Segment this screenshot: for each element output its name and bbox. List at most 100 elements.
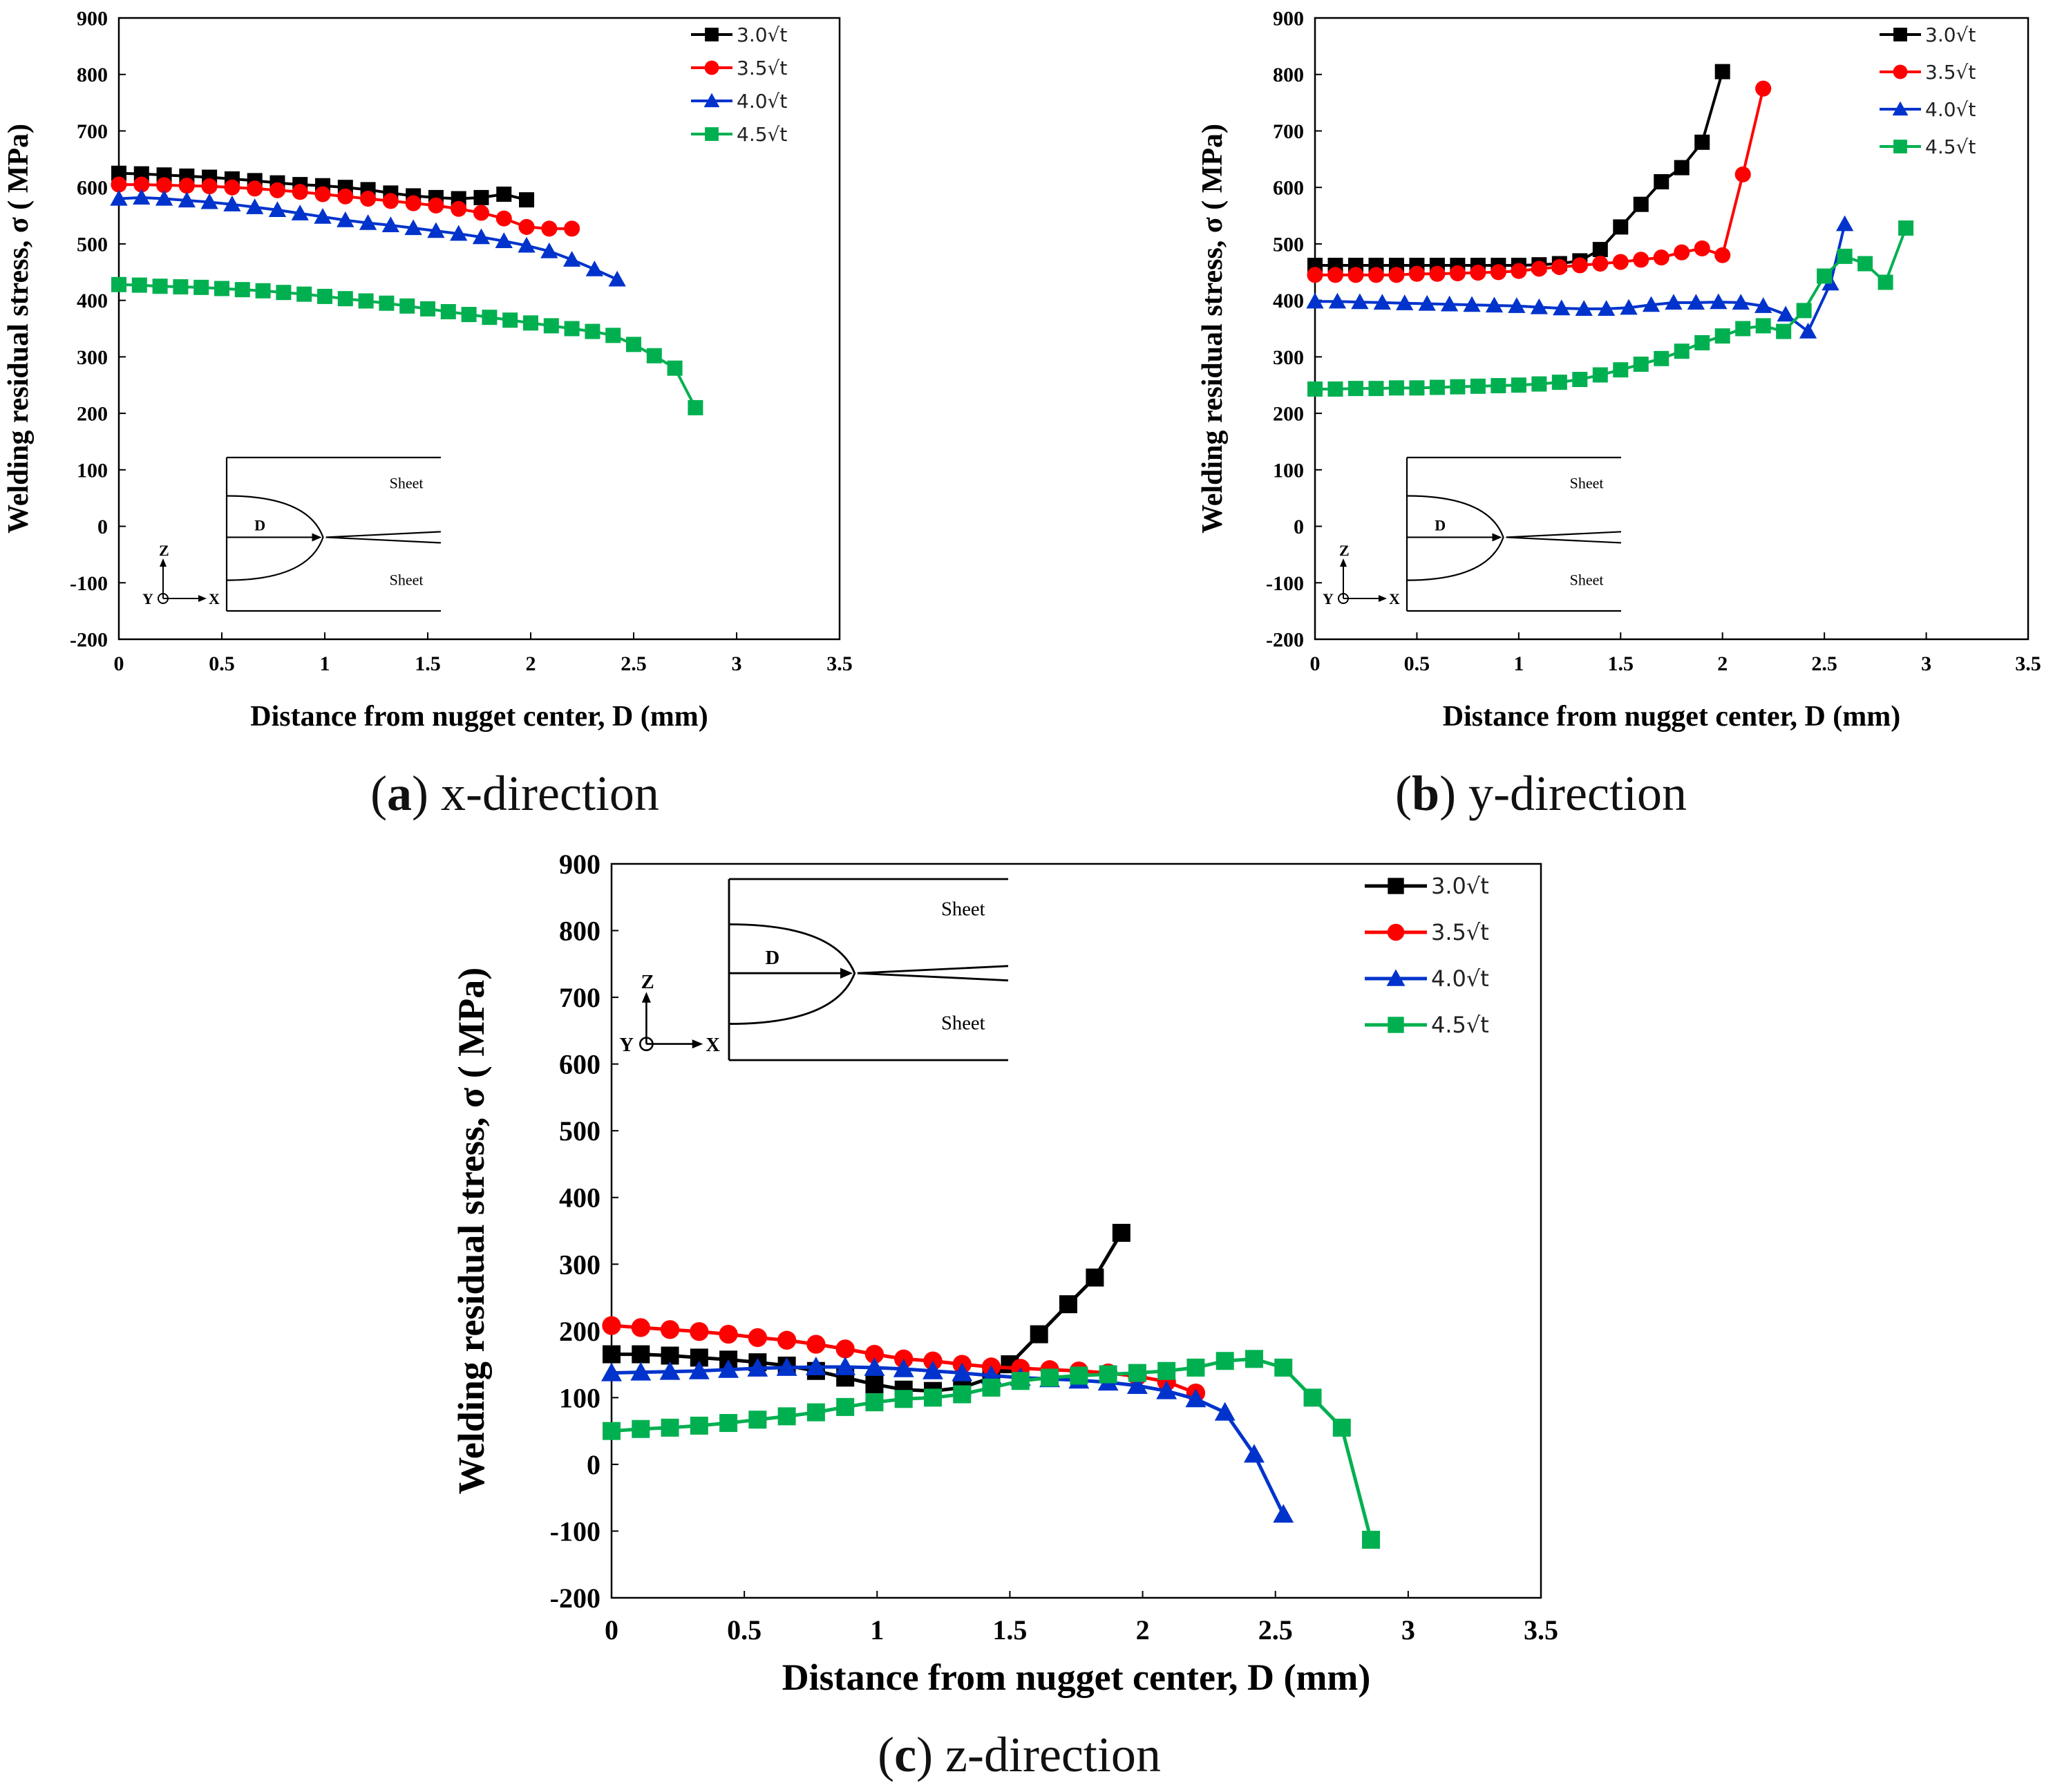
data-point: [585, 261, 604, 276]
data-point: [1328, 292, 1347, 309]
data-point: [427, 222, 445, 238]
data-point: [608, 270, 626, 287]
data-point: [1714, 328, 1730, 344]
chart-y-direction: -200 -100 0 100 200 300 400 500 600 700 800 900 0 0.5…: [1197, 8, 2041, 733]
data-point: [155, 189, 173, 206]
data-point: [1245, 1350, 1263, 1368]
data-point: [719, 1324, 738, 1344]
data-point: [1273, 1504, 1294, 1523]
data-point: [1575, 300, 1593, 317]
y-tick-label: 600: [559, 1049, 600, 1080]
data-point: [1572, 372, 1588, 388]
data-point: [399, 298, 415, 314]
axis-y-label: Y: [1323, 590, 1334, 607]
data-point: [562, 251, 581, 267]
legend-marker: [1386, 969, 1406, 986]
axis-y-label: Y: [619, 1035, 634, 1056]
data-point: [1449, 265, 1466, 281]
nugget-outline: [728, 923, 856, 1026]
data-point: [718, 1359, 739, 1378]
data-point: [1030, 1325, 1048, 1343]
dimension-label: D: [254, 516, 265, 534]
x-tick-label: 2: [1136, 1614, 1150, 1645]
legend-marker: [1893, 64, 1908, 79]
data-point: [602, 1316, 621, 1335]
y-tick-label: -100: [70, 572, 108, 595]
y-tick-label: 900: [1273, 8, 1304, 30]
x-arrow-head-icon: [1379, 595, 1387, 602]
y-tick-label: 300: [77, 346, 108, 369]
data-point: [1511, 377, 1526, 393]
x-tick-label: 1: [320, 652, 330, 675]
data-point: [382, 193, 399, 209]
data-point: [200, 193, 218, 209]
data-point: [178, 178, 195, 194]
data-point: [314, 208, 332, 224]
data-point: [1011, 1372, 1030, 1390]
data-point: [748, 1411, 767, 1429]
data-point: [451, 200, 467, 217]
y-tick-label: 700: [77, 120, 108, 143]
data-point: [1714, 64, 1730, 79]
data-point: [337, 211, 354, 227]
data-point: [1754, 297, 1772, 313]
data-point: [1450, 379, 1466, 395]
data-point: [1694, 134, 1710, 150]
arrow-head-icon: [312, 533, 322, 542]
axis-y-label: Y: [142, 590, 153, 607]
data-point: [864, 1344, 884, 1364]
legend-label: 4.0√t: [737, 90, 787, 113]
data-point: [688, 399, 703, 415]
data-point: [523, 315, 538, 331]
series-2: [1306, 215, 1854, 339]
data-point: [1274, 1358, 1293, 1377]
data-point: [777, 1407, 796, 1426]
y-tick-label: 200: [77, 403, 108, 426]
data-point: [156, 177, 173, 194]
data-point: [540, 242, 558, 258]
legend-marker: [1387, 923, 1405, 941]
data-point: [1306, 292, 1324, 309]
data-point: [1633, 356, 1649, 372]
data-point: [865, 1375, 884, 1394]
data-point: [1185, 1388, 1207, 1408]
data-point: [1674, 160, 1690, 176]
data-point: [1490, 264, 1506, 281]
data-point: [519, 192, 535, 208]
legend-marker: [703, 93, 720, 108]
data-point: [1491, 378, 1506, 394]
chart-x-direction: -200 -100 0 100 200 300 400 500 600 700 800 900 0 0.5…: [3, 8, 853, 733]
sheet-top-label: Sheet: [941, 898, 985, 920]
data-point: [1440, 295, 1459, 312]
x-tick-label: 3.5: [1524, 1614, 1558, 1645]
data-point: [1633, 196, 1649, 212]
data-point: [626, 337, 641, 352]
data-point: [953, 1385, 972, 1404]
data-point: [381, 216, 400, 233]
nugget-outline: [226, 495, 324, 581]
data-point: [379, 295, 395, 311]
data-point: [1553, 299, 1571, 316]
data-point: [268, 201, 287, 217]
data-point: [835, 1357, 856, 1375]
series-3: [603, 1350, 1381, 1549]
data-point: [1531, 376, 1547, 392]
data-point: [1463, 296, 1481, 312]
series-1: [111, 176, 580, 237]
data-point: [543, 318, 559, 334]
data-point: [1362, 1531, 1381, 1549]
legend-label: 3.5√t: [1925, 61, 1976, 84]
data-point: [660, 1320, 680, 1339]
data-point: [1418, 294, 1436, 311]
data-point: [247, 180, 263, 197]
data-point: [1470, 265, 1486, 281]
x-tick-label: 2.5: [1811, 652, 1837, 675]
x-tick-label: 3: [732, 652, 742, 675]
data-point: [1156, 1380, 1177, 1399]
data-point: [1396, 294, 1414, 310]
data-point: [564, 220, 580, 237]
data-point: [1571, 257, 1588, 274]
sheet-top-label: Sheet: [1570, 474, 1604, 491]
data-point: [564, 321, 580, 337]
data-point: [1332, 1418, 1351, 1437]
